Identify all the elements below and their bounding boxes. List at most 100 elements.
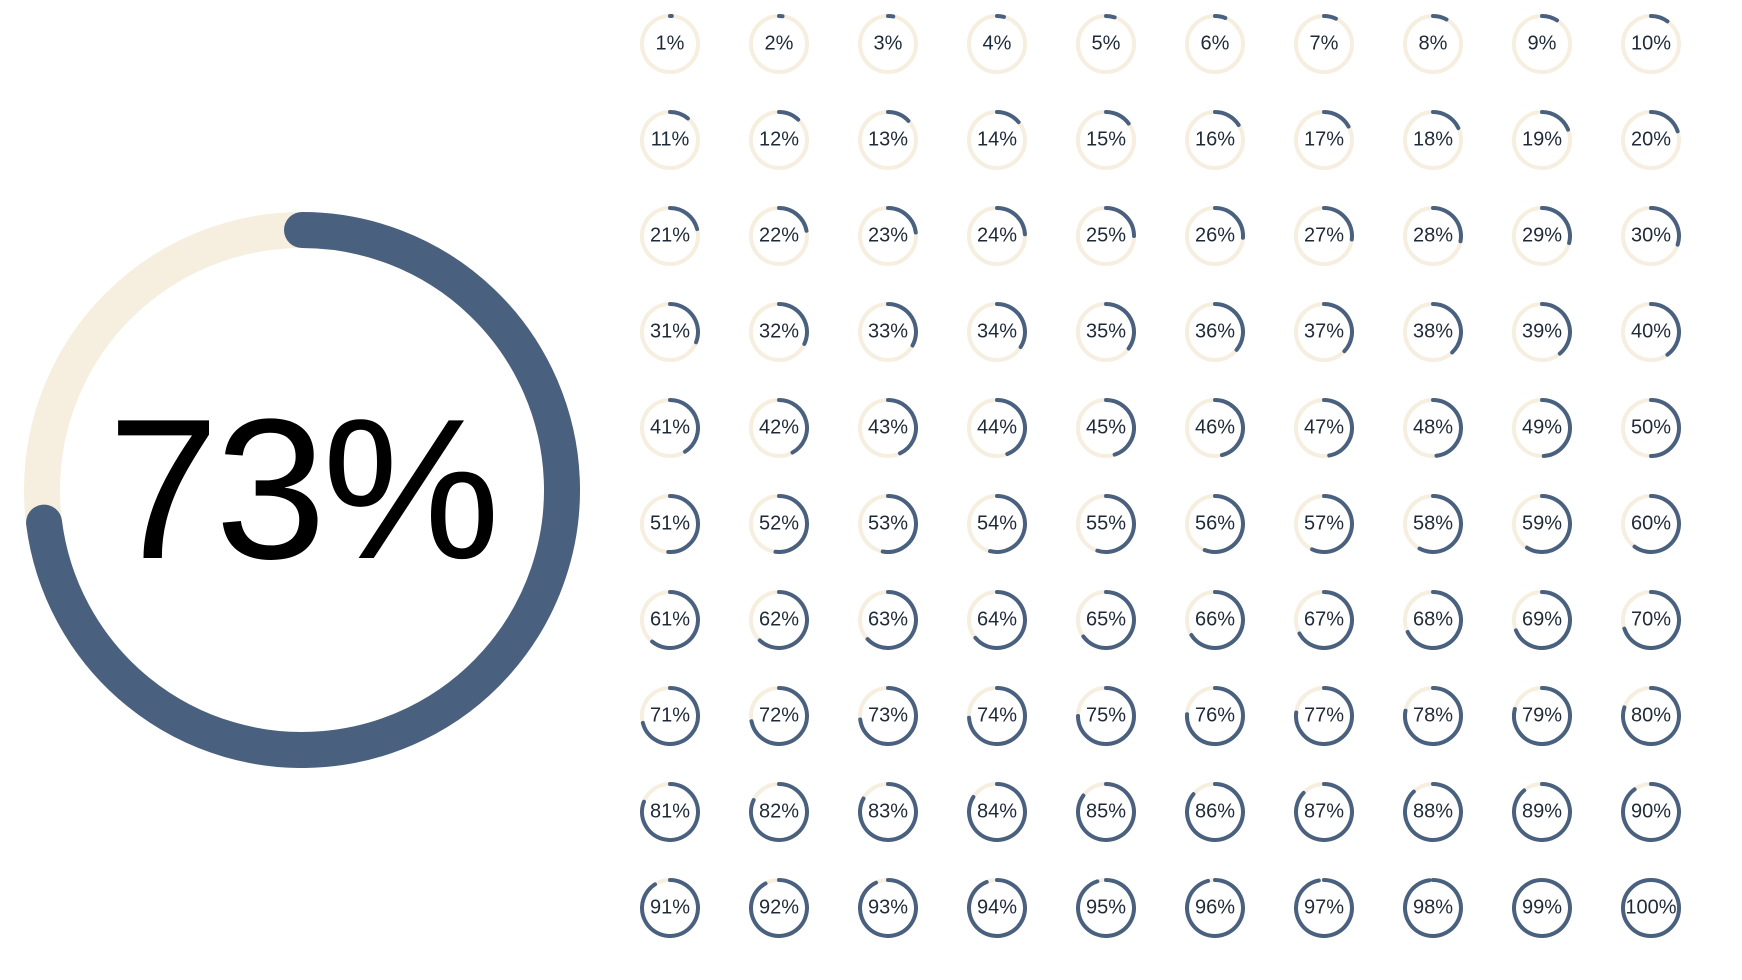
progress-donut-12: 12% bbox=[749, 110, 809, 170]
progress-label: 81% bbox=[650, 801, 690, 824]
progress-donut-58: 58% bbox=[1403, 494, 1463, 554]
progress-donut-47: 47% bbox=[1294, 398, 1354, 458]
progress-donut-7: 7% bbox=[1294, 14, 1354, 74]
progress-donut-99: 99% bbox=[1512, 878, 1572, 938]
progress-label: 86% bbox=[1195, 801, 1235, 824]
progress-donut-92: 92% bbox=[749, 878, 809, 938]
progress-label: 55% bbox=[1086, 513, 1126, 536]
progress-label: 99% bbox=[1522, 897, 1562, 920]
progress-donut-28: 28% bbox=[1403, 206, 1463, 266]
progress-label: 69% bbox=[1522, 609, 1562, 632]
progress-donut-77: 77% bbox=[1294, 686, 1354, 746]
progress-donut-43: 43% bbox=[858, 398, 918, 458]
progress-donut-71: 71% bbox=[640, 686, 700, 746]
progress-donut-68: 68% bbox=[1403, 590, 1463, 650]
progress-label: 37% bbox=[1304, 321, 1344, 344]
progress-donut-3: 3% bbox=[858, 14, 918, 74]
progress-donut-73: 73% bbox=[858, 686, 918, 746]
progress-label: 72% bbox=[759, 705, 799, 728]
progress-label: 82% bbox=[759, 801, 799, 824]
progress-donut-67: 67% bbox=[1294, 590, 1354, 650]
progress-donut-96: 96% bbox=[1185, 878, 1245, 938]
progress-donut-26: 26% bbox=[1185, 206, 1245, 266]
progress-donut-53: 53% bbox=[858, 494, 918, 554]
progress-label: 9% bbox=[1528, 33, 1557, 56]
progress-label: 46% bbox=[1195, 417, 1235, 440]
progress-donut-21: 21% bbox=[640, 206, 700, 266]
progress-label: 28% bbox=[1413, 225, 1453, 248]
progress-donut-14: 14% bbox=[967, 110, 1027, 170]
progress-donut-70: 70% bbox=[1621, 590, 1681, 650]
progress-label: 45% bbox=[1086, 417, 1126, 440]
progress-donut-39: 39% bbox=[1512, 302, 1572, 362]
progress-donut-83: 83% bbox=[858, 782, 918, 842]
progress-donut-78: 78% bbox=[1403, 686, 1463, 746]
progress-label: 20% bbox=[1631, 129, 1671, 152]
progress-label: 34% bbox=[977, 321, 1017, 344]
progress-donut-8: 8% bbox=[1403, 14, 1463, 74]
progress-label: 70% bbox=[1631, 609, 1671, 632]
progress-donut-27: 27% bbox=[1294, 206, 1354, 266]
progress-label: 54% bbox=[977, 513, 1017, 536]
progress-label: 59% bbox=[1522, 513, 1562, 536]
progress-label: 63% bbox=[868, 609, 908, 632]
progress-donut-60: 60% bbox=[1621, 494, 1681, 554]
progress-label: 74% bbox=[977, 705, 1017, 728]
progress-label: 36% bbox=[1195, 321, 1235, 344]
progress-label: 98% bbox=[1413, 897, 1453, 920]
progress-label: 48% bbox=[1413, 417, 1453, 440]
progress-donut-75: 75% bbox=[1076, 686, 1136, 746]
progress-label: 32% bbox=[759, 321, 799, 344]
progress-label: 61% bbox=[650, 609, 690, 632]
progress-label: 80% bbox=[1631, 705, 1671, 728]
progress-label: 38% bbox=[1413, 321, 1453, 344]
progress-donut-35: 35% bbox=[1076, 302, 1136, 362]
progress-label: 12% bbox=[759, 129, 799, 152]
progress-donut-2: 2% bbox=[749, 14, 809, 74]
progress-donut-19: 19% bbox=[1512, 110, 1572, 170]
progress-label: 6% bbox=[1201, 33, 1230, 56]
progress-label: 4% bbox=[983, 33, 1012, 56]
progress-label: 53% bbox=[868, 513, 908, 536]
progress-label: 17% bbox=[1304, 129, 1344, 152]
progress-donut-44: 44% bbox=[967, 398, 1027, 458]
progress-label: 58% bbox=[1413, 513, 1453, 536]
progress-label: 83% bbox=[868, 801, 908, 824]
progress-donut-33: 33% bbox=[858, 302, 918, 362]
progress-label: 56% bbox=[1195, 513, 1235, 536]
progress-donut-36: 36% bbox=[1185, 302, 1245, 362]
progress-donut-10: 10% bbox=[1621, 14, 1681, 74]
progress-donut-66: 66% bbox=[1185, 590, 1245, 650]
progress-label: 90% bbox=[1631, 801, 1671, 824]
progress-label: 65% bbox=[1086, 609, 1126, 632]
progress-donut-4: 4% bbox=[967, 14, 1027, 74]
progress-label: 3% bbox=[874, 33, 903, 56]
progress-label: 62% bbox=[759, 609, 799, 632]
progress-label: 29% bbox=[1522, 225, 1562, 248]
progress-donut-23: 23% bbox=[858, 206, 918, 266]
progress-label: 76% bbox=[1195, 705, 1235, 728]
progress-label: 94% bbox=[977, 897, 1017, 920]
progress-donut-62: 62% bbox=[749, 590, 809, 650]
progress-donut-37: 37% bbox=[1294, 302, 1354, 362]
progress-donut-69: 69% bbox=[1512, 590, 1572, 650]
progress-donut-1: 1% bbox=[640, 14, 700, 74]
progress-donut-24: 24% bbox=[967, 206, 1027, 266]
progress-label: 47% bbox=[1304, 417, 1344, 440]
progress-donut-64: 64% bbox=[967, 590, 1027, 650]
progress-donut-95: 95% bbox=[1076, 878, 1136, 938]
progress-label: 50% bbox=[1631, 417, 1671, 440]
progress-donut-63: 63% bbox=[858, 590, 918, 650]
progress-donut-89: 89% bbox=[1512, 782, 1572, 842]
progress-label: 49% bbox=[1522, 417, 1562, 440]
progress-donut-45: 45% bbox=[1076, 398, 1136, 458]
progress-donut-32: 32% bbox=[749, 302, 809, 362]
progress-donut-20: 20% bbox=[1621, 110, 1681, 170]
progress-donut-80: 80% bbox=[1621, 686, 1681, 746]
progress-label: 73% bbox=[868, 705, 908, 728]
progress-label: 2% bbox=[765, 33, 794, 56]
progress-donut-49: 49% bbox=[1512, 398, 1572, 458]
progress-donut-52: 52% bbox=[749, 494, 809, 554]
progress-label: 71% bbox=[650, 705, 690, 728]
progress-donut-74: 74% bbox=[967, 686, 1027, 746]
